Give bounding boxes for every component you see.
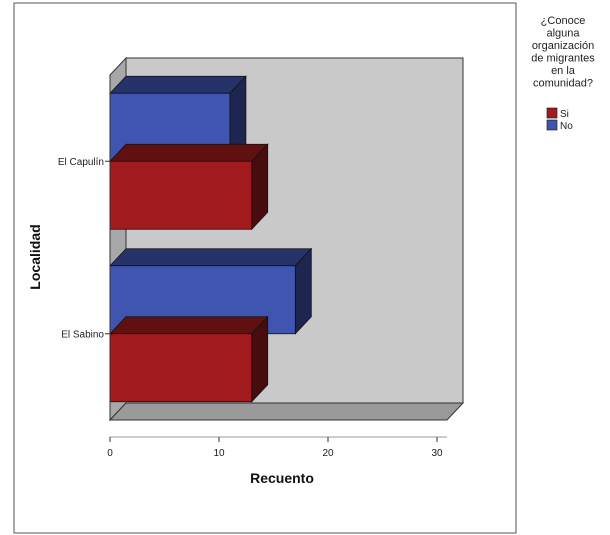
bar-top-face: [109, 248, 313, 267]
bar-top-face: [109, 143, 269, 162]
legend-title-line: ¿Conoce: [541, 15, 586, 27]
legend-title-line: de migrantes: [531, 53, 595, 65]
legend-label-no: No: [560, 121, 573, 132]
x-tick-label: 30: [431, 448, 443, 459]
legend-title-line: organización: [532, 40, 594, 52]
x-tick-label: 0: [107, 448, 113, 459]
legend-label-si: Si: [560, 109, 569, 120]
bar-top-face: [109, 316, 269, 335]
y-tick-label: El Sabino: [61, 329, 104, 340]
x-tick-label: 10: [213, 448, 225, 459]
y-axis-title: Localidad: [27, 224, 43, 289]
x-axis-title: Recuento: [250, 470, 314, 486]
x-tick-label: 20: [322, 448, 334, 459]
legend-swatch-no: [546, 119, 558, 131]
legend-swatch-si: [546, 107, 558, 119]
bar-si-1: [109, 143, 269, 231]
legend-title-line: comunidad?: [533, 78, 593, 90]
outer-frame: [13, 2, 517, 534]
bars: [109, 75, 313, 403]
legend-title-line: alguna: [546, 28, 580, 40]
bar-front-face: [109, 160, 253, 230]
bar-si-2: [109, 315, 269, 403]
floor: [108, 402, 465, 421]
y-tick-label: El Capulín: [58, 157, 104, 168]
bar-top-face: [109, 75, 247, 94]
chart-frame: [13, 2, 517, 534]
legend-title-line: en la: [551, 65, 576, 77]
axes: 0 10 20 30 El Capulín El Sabino: [58, 75, 447, 459]
bar-front-face: [109, 333, 253, 403]
